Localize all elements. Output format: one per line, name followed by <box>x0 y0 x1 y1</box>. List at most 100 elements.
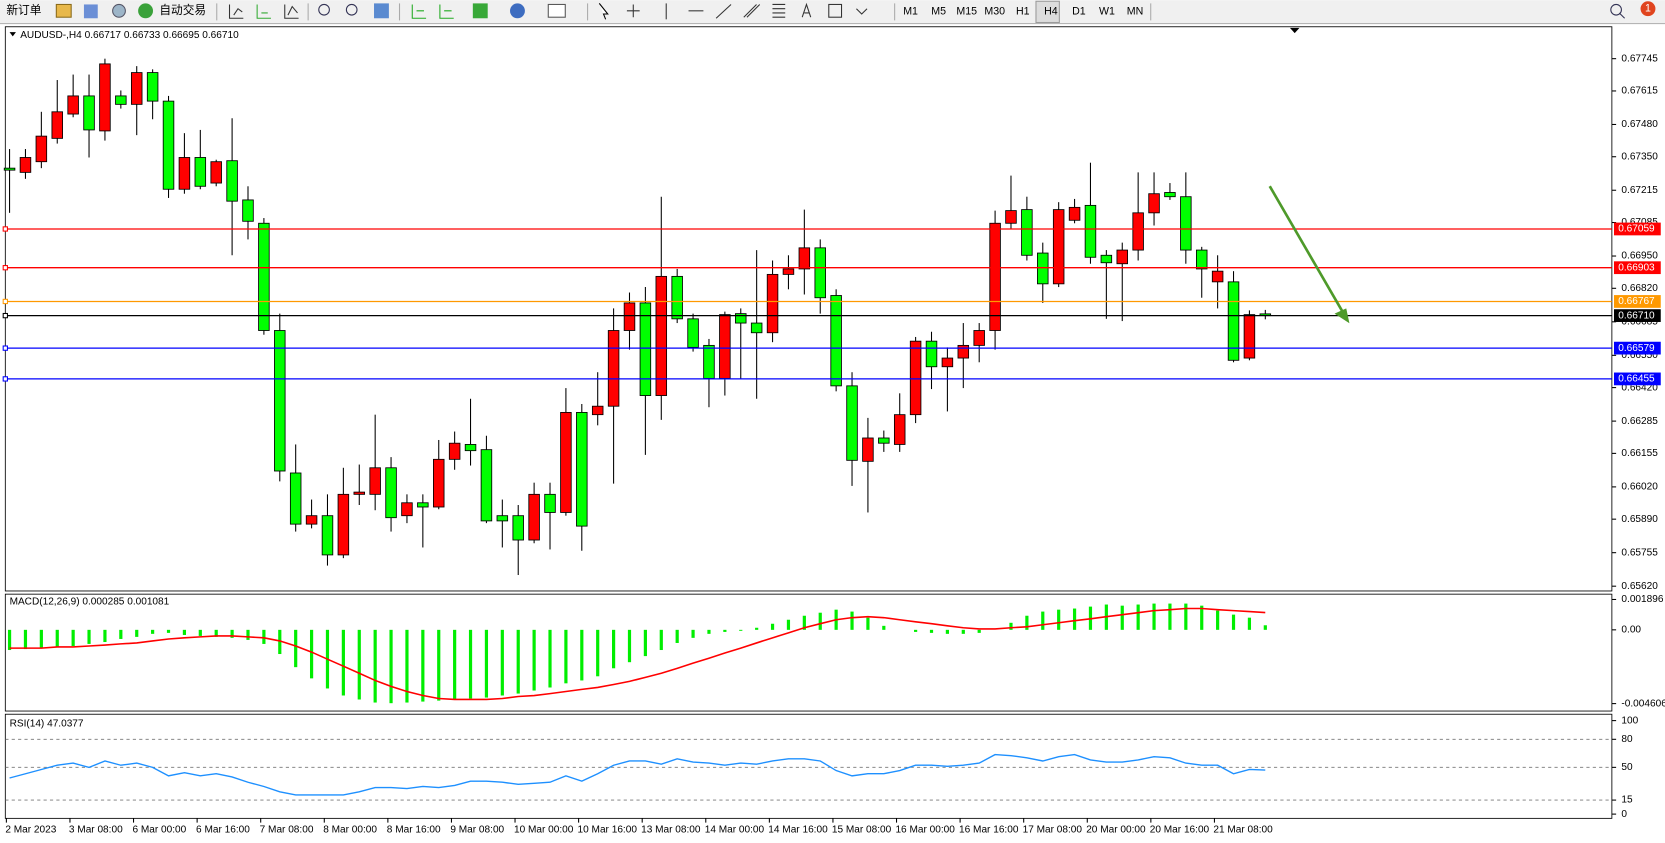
icon[interactable] <box>112 3 126 18</box>
candle-body <box>687 318 699 348</box>
crosshair-tool[interactable] <box>626 4 640 18</box>
y-tick-label: 80 <box>1621 734 1633 745</box>
candle-body <box>766 273 779 334</box>
y-tick-label: 0.66285 <box>1621 416 1658 427</box>
price-level-tag <box>1613 295 1661 308</box>
histogram-bar <box>961 629 965 634</box>
auto-trading-icon[interactable] <box>138 3 154 19</box>
candle-body <box>1148 193 1160 214</box>
y-tick-label: 0.67215 <box>1621 185 1658 196</box>
x-tick-label: 20 Mar 00:00 <box>1086 825 1146 836</box>
icon[interactable] <box>439 4 454 19</box>
timeframe-button[interactable]: MN <box>1127 6 1144 18</box>
icon[interactable] <box>374 3 389 19</box>
histogram-bar <box>405 629 409 703</box>
icon[interactable] <box>411 4 427 19</box>
candle-body <box>401 502 413 517</box>
candle-body <box>1100 254 1113 264</box>
candle-body <box>242 199 254 222</box>
candle-body <box>1180 196 1192 251</box>
timeframe-button[interactable]: M5 <box>931 6 946 18</box>
price-level-tag <box>1613 309 1661 322</box>
icon[interactable] <box>284 4 299 19</box>
candle-body <box>671 275 683 320</box>
histogram-bar <box>675 629 679 643</box>
icon[interactable] <box>228 4 244 19</box>
y-tick-label: 0.67745 <box>1621 53 1658 64</box>
timeframe-button[interactable]: M15 <box>956 6 977 18</box>
price-level-tag <box>1613 261 1661 275</box>
histogram-bar <box>707 629 711 634</box>
candle-body <box>591 405 604 416</box>
histogram-bar <box>437 629 441 701</box>
search[interactable] <box>1610 3 1622 16</box>
candle-body <box>496 515 509 522</box>
histogram-bar <box>246 629 250 640</box>
candle-body <box>1037 252 1049 285</box>
histogram-bar <box>103 629 107 643</box>
histogram-bar <box>627 629 632 663</box>
timeframe-button[interactable]: D1 <box>1072 6 1086 18</box>
timeframe-button[interactable]: H4 <box>1044 6 1058 18</box>
histogram-bar <box>643 629 647 657</box>
label-tool[interactable] <box>828 3 843 18</box>
candle-body <box>798 247 811 270</box>
histogram-bar <box>802 615 806 630</box>
icon[interactable] <box>83 4 98 19</box>
candle-body <box>878 437 890 444</box>
histogram-bar <box>739 629 743 631</box>
candle-body <box>862 437 874 462</box>
histogram-bar <box>278 629 282 655</box>
candle-body <box>703 344 715 379</box>
periods[interactable] <box>510 3 525 19</box>
candle-body <box>51 111 63 139</box>
candle-body <box>1021 209 1033 256</box>
histogram-bar <box>23 629 28 650</box>
timeframe-button[interactable]: M30 <box>984 6 1005 18</box>
y-tick-label: 0.67615 <box>1621 86 1658 97</box>
candle-body <box>909 340 922 416</box>
zoom-in[interactable] <box>318 3 330 16</box>
price-level-marker <box>2 312 8 319</box>
histogram-bar <box>659 629 663 651</box>
timeframe-button[interactable]: W1 <box>1099 6 1115 18</box>
y-tick-label: 0.66820 <box>1621 283 1658 294</box>
price-level-marker <box>2 226 8 232</box>
new-order-button[interactable]: 新订单 <box>6 3 41 17</box>
histogram-bar <box>548 629 552 688</box>
text-tool[interactable] <box>801 2 812 18</box>
histogram-bar <box>532 629 536 691</box>
timeframe-button[interactable]: M1 <box>903 6 918 18</box>
y-tick-label: 0.67350 <box>1621 151 1658 162</box>
icon[interactable] <box>55 3 72 18</box>
candle-body <box>750 322 763 334</box>
timeframe-button[interactable]: H1 <box>1016 6 1030 18</box>
histogram-bar <box>373 629 377 703</box>
symbol-menu[interactable] <box>9 32 16 37</box>
channel-tool[interactable] <box>743 4 761 18</box>
candle-body <box>369 467 381 495</box>
indicator-line <box>9 753 1266 796</box>
candle-body <box>1227 281 1240 361</box>
notification-badge[interactable] <box>1640 1 1656 17</box>
candle-body <box>814 247 826 299</box>
indicators[interactable] <box>472 3 488 19</box>
templates[interactable] <box>547 3 566 18</box>
cursor-tool[interactable] <box>598 3 609 20</box>
fibo-tool[interactable] <box>772 3 786 18</box>
candle-body <box>735 313 747 324</box>
zoom-out[interactable] <box>345 3 358 16</box>
auto-trading-button[interactable]: 自动交易 <box>159 3 206 17</box>
candle-body <box>19 157 32 173</box>
candle-body <box>623 302 636 331</box>
y-tick-label: 0.66950 <box>1621 251 1658 262</box>
candle-body <box>433 458 445 508</box>
histogram-bar <box>1263 625 1267 630</box>
icon[interactable] <box>256 4 271 19</box>
x-tick-label: 20 Mar 16:00 <box>1150 825 1210 836</box>
trendline-tool[interactable] <box>715 4 732 19</box>
x-tick-label: 14 Mar 16:00 <box>768 825 828 836</box>
candle-body <box>560 411 572 513</box>
arrows-tool[interactable] <box>856 8 868 15</box>
histogram-bar <box>484 629 489 698</box>
